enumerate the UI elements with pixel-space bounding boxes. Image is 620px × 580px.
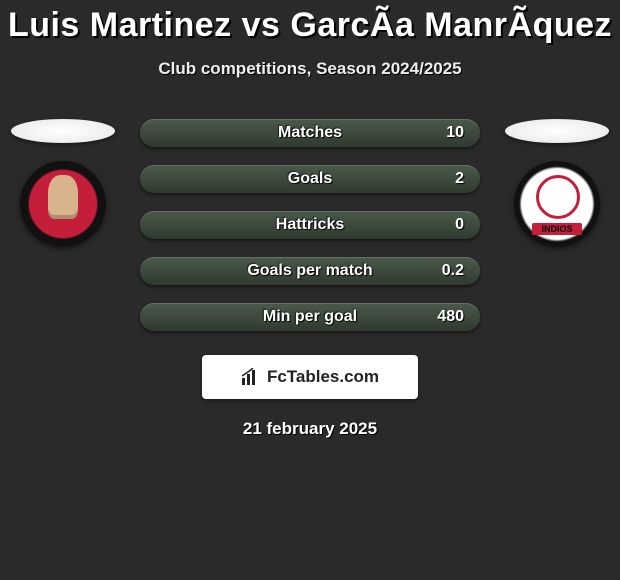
stat-label: Min per goal bbox=[263, 308, 357, 326]
stat-row-goals-per-match: Goals per match 0.2 bbox=[140, 257, 480, 285]
player-right-avatar-placeholder bbox=[505, 119, 609, 143]
stat-label: Goals per match bbox=[247, 262, 372, 280]
page-title: Luis Martinez vs GarcÃ­a ManrÃ­quez bbox=[0, 0, 620, 45]
bar-chart-icon bbox=[241, 368, 261, 386]
club-logo-indios bbox=[514, 161, 600, 247]
stat-right-value: 0 bbox=[455, 216, 464, 234]
stat-right-value: 0.2 bbox=[442, 262, 464, 280]
club-logo-tijuana bbox=[20, 161, 106, 247]
date-label: 21 february 2025 bbox=[0, 419, 620, 439]
stat-row-hattricks: Hattricks 0 bbox=[140, 211, 480, 239]
player-right-column bbox=[502, 119, 612, 247]
player-left-column bbox=[8, 119, 118, 247]
stat-right-value: 2 bbox=[455, 170, 464, 188]
comparison-card: Luis Martinez vs GarcÃ­a ManrÃ­quez Club… bbox=[0, 0, 620, 580]
stat-row-min-per-goal: Min per goal 480 bbox=[140, 303, 480, 331]
stat-right-value: 10 bbox=[446, 124, 464, 142]
content-area: Matches 10 Goals 2 Hattricks 0 Goals per… bbox=[0, 119, 620, 439]
stat-label: Hattricks bbox=[276, 216, 344, 234]
stat-label: Goals bbox=[288, 170, 332, 188]
page-subtitle: Club competitions, Season 2024/2025 bbox=[0, 59, 620, 79]
player-left-avatar-placeholder bbox=[11, 119, 115, 143]
branding-text: FcTables.com bbox=[267, 367, 379, 387]
stat-right-value: 480 bbox=[437, 308, 464, 326]
stat-label: Matches bbox=[278, 124, 342, 142]
stat-row-goals: Goals 2 bbox=[140, 165, 480, 193]
stats-list: Matches 10 Goals 2 Hattricks 0 Goals per… bbox=[140, 119, 480, 331]
stat-row-matches: Matches 10 bbox=[140, 119, 480, 147]
branding-badge[interactable]: FcTables.com bbox=[202, 355, 418, 399]
